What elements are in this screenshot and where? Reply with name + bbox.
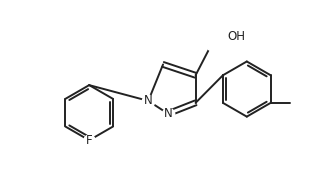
Text: N: N [164, 107, 172, 120]
Text: N: N [144, 94, 153, 107]
Text: F: F [86, 134, 93, 147]
Text: OH: OH [227, 30, 245, 43]
